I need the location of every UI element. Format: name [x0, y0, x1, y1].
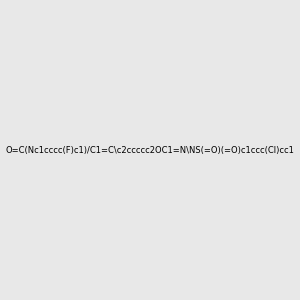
Text: O=C(Nc1cccc(F)c1)/C1=C\c2ccccc2OC1=N\NS(=O)(=O)c1ccc(Cl)cc1: O=C(Nc1cccc(F)c1)/C1=C\c2ccccc2OC1=N\NS(…	[6, 146, 294, 154]
